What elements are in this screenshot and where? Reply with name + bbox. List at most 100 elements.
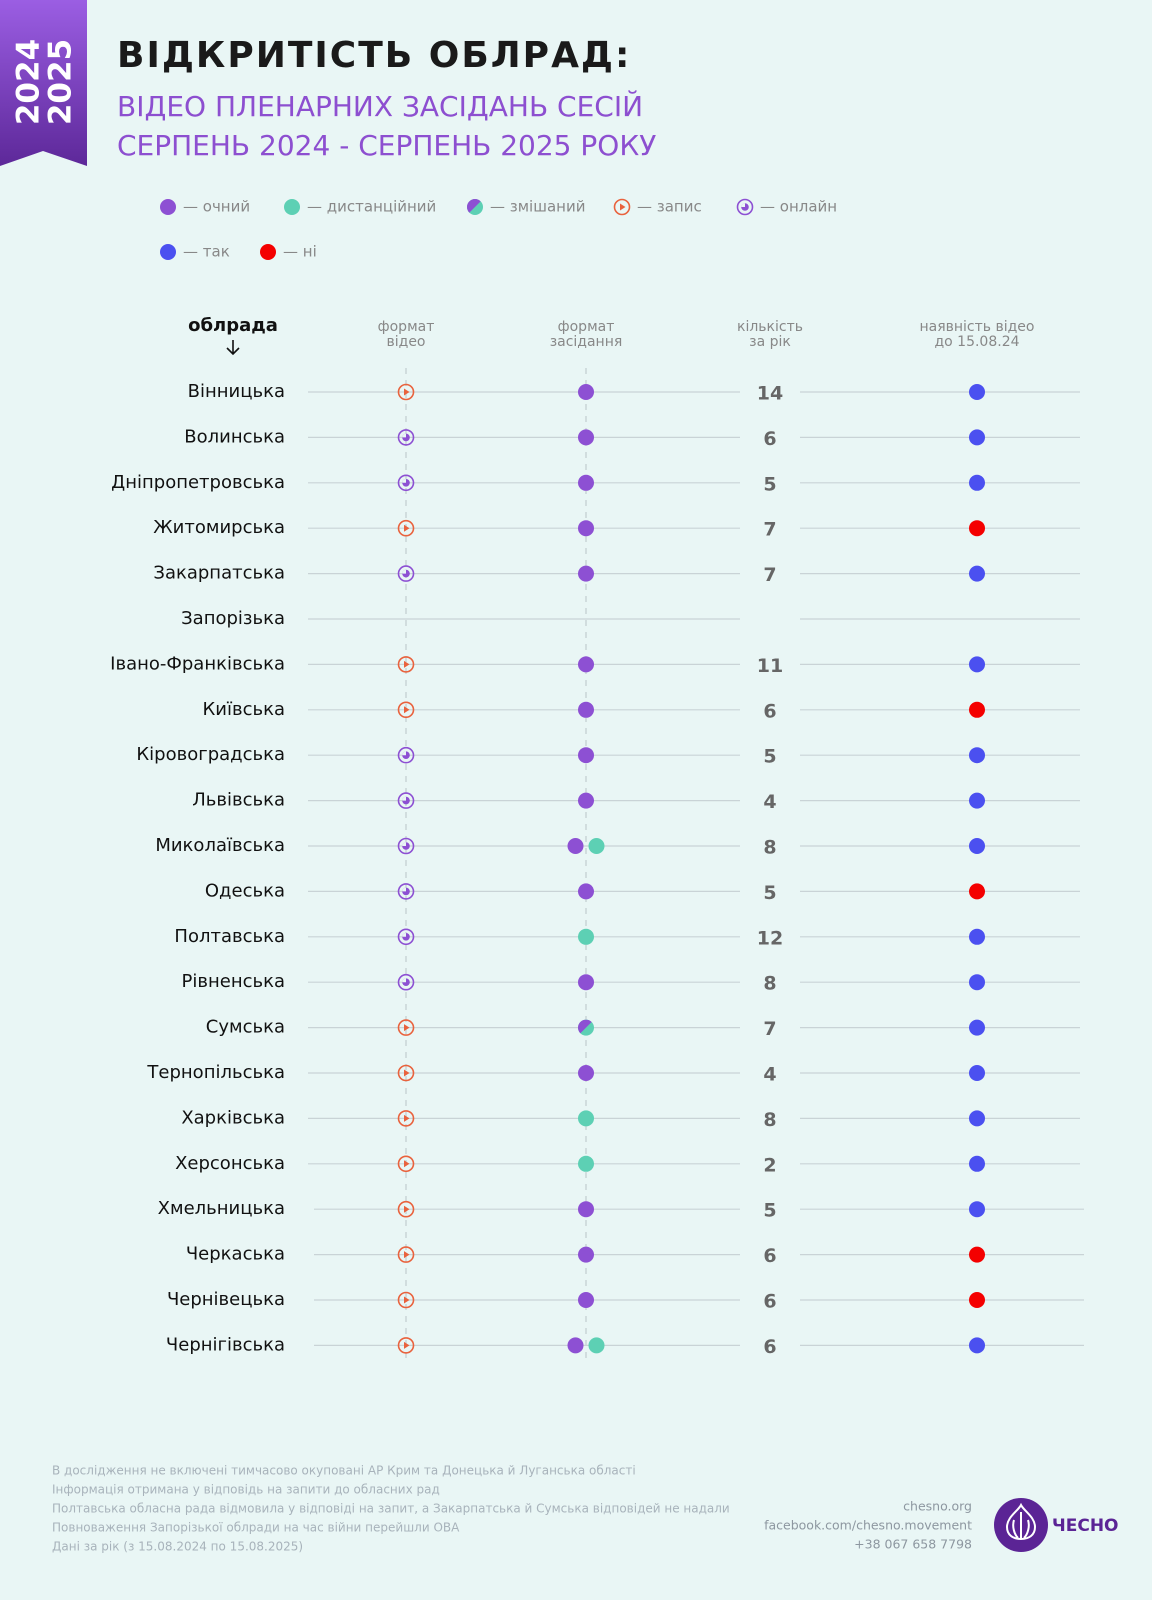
ring — [397, 701, 415, 719]
dot — [588, 838, 605, 854]
symbol-dot — [578, 429, 594, 446]
session-count: 7 — [763, 1018, 776, 1040]
play — [620, 203, 626, 211]
ring — [397, 1337, 415, 1354]
oblast-name: Кіровоградська — [136, 744, 285, 765]
play — [404, 1251, 410, 1259]
column-header: формат — [558, 319, 615, 335]
symbol-dot — [578, 1201, 594, 1218]
oblast-name: Хмельницька — [158, 1198, 285, 1219]
session-count: 5 — [763, 882, 776, 904]
symbol-mixed — [467, 199, 483, 215]
session-count: 8 — [763, 837, 776, 859]
dot — [578, 1246, 594, 1263]
availability-dot — [969, 1337, 985, 1354]
session-count: 8 — [763, 1109, 776, 1131]
symbol-dot — [578, 1292, 594, 1308]
ring — [613, 198, 631, 216]
symbol-dot — [578, 701, 594, 718]
play — [404, 524, 410, 532]
availability-dot — [969, 838, 985, 854]
symbol-record — [397, 1200, 415, 1218]
symbol-record — [397, 1155, 415, 1173]
session-count: 14 — [757, 383, 783, 405]
session-count: 4 — [763, 1064, 776, 1086]
logo-garlic — [1005, 1502, 1037, 1541]
down-arrow — [226, 340, 240, 356]
inner-cut — [402, 887, 406, 892]
symbol-dot — [578, 656, 594, 673]
availability-dot — [969, 883, 985, 900]
column-header: наявність відео — [919, 319, 1034, 335]
symbol-record — [397, 519, 415, 537]
legend-label: — онлайн — [760, 198, 837, 216]
symbol-dot — [260, 244, 276, 260]
oblast-name: Черкаська — [186, 1244, 285, 1265]
symbol-dot — [588, 838, 605, 854]
symbol-dot — [578, 384, 594, 400]
symbol-dot — [578, 928, 594, 945]
inner-cut — [402, 433, 406, 438]
play — [404, 1114, 410, 1122]
session-count: 4 — [763, 791, 776, 813]
availability-dot — [969, 656, 985, 673]
play — [404, 706, 410, 714]
oblast-name: Миколаївська — [155, 835, 285, 856]
ring — [397, 656, 415, 673]
symbol-dot — [578, 520, 594, 537]
session-count: 7 — [763, 564, 776, 586]
ring — [397, 792, 415, 809]
availability-dot — [969, 520, 985, 537]
session-count: 6 — [763, 1336, 776, 1358]
session-count: 6 — [763, 700, 776, 722]
dot — [578, 883, 594, 900]
dot — [578, 928, 594, 945]
symbol-dot — [578, 565, 594, 582]
symbol-dot — [578, 1155, 594, 1172]
symbol-dot — [578, 792, 594, 809]
logo-text: ЧЕСНО — [1052, 1516, 1119, 1536]
session-count: 6 — [763, 1245, 776, 1267]
ring — [397, 1064, 415, 1082]
legend-label: — запис — [637, 198, 702, 216]
ring — [397, 1200, 415, 1218]
availability-dot — [969, 565, 985, 582]
session-count: 12 — [757, 927, 783, 949]
legend-label: — змішаний — [490, 198, 585, 216]
symbol-dot — [160, 199, 176, 215]
inner-cut — [402, 479, 406, 483]
dot — [578, 474, 594, 491]
symbol-dot — [588, 1337, 605, 1354]
availability-dot — [969, 384, 985, 400]
session-count: 7 — [763, 519, 776, 541]
contact: +38 067 658 7798 — [854, 1537, 972, 1552]
symbol-record — [397, 1291, 415, 1309]
dot — [578, 520, 594, 537]
dot — [284, 199, 300, 215]
symbol-online — [397, 474, 415, 492]
oblast-name: Київська — [203, 699, 286, 720]
availability-dot — [969, 1155, 985, 1172]
play — [404, 388, 410, 396]
oblast-name: Дніпропетровська — [111, 472, 285, 493]
availability-dot — [969, 928, 985, 945]
availability-dot — [969, 1201, 985, 1218]
symbol-online — [397, 883, 415, 900]
oblast-name: Волинська — [184, 426, 285, 447]
inner-cut — [402, 751, 406, 756]
symbol-record — [397, 656, 415, 673]
ring — [397, 973, 415, 991]
inner-cut — [402, 933, 406, 937]
symbol-mixed — [578, 1019, 594, 1036]
footer-note: Повноваження Запорізької облради на час … — [52, 1521, 460, 1535]
symbol-dot — [567, 838, 584, 854]
session-count: 5 — [763, 746, 776, 768]
oblast-name: Полтавська — [174, 926, 285, 947]
ring — [397, 565, 415, 582]
legend-label: — ні — [283, 243, 317, 261]
dot — [578, 1155, 594, 1172]
ring — [397, 1110, 415, 1127]
availability-dot — [969, 1065, 985, 1081]
symbol-dot — [284, 199, 300, 215]
dot — [160, 199, 176, 215]
